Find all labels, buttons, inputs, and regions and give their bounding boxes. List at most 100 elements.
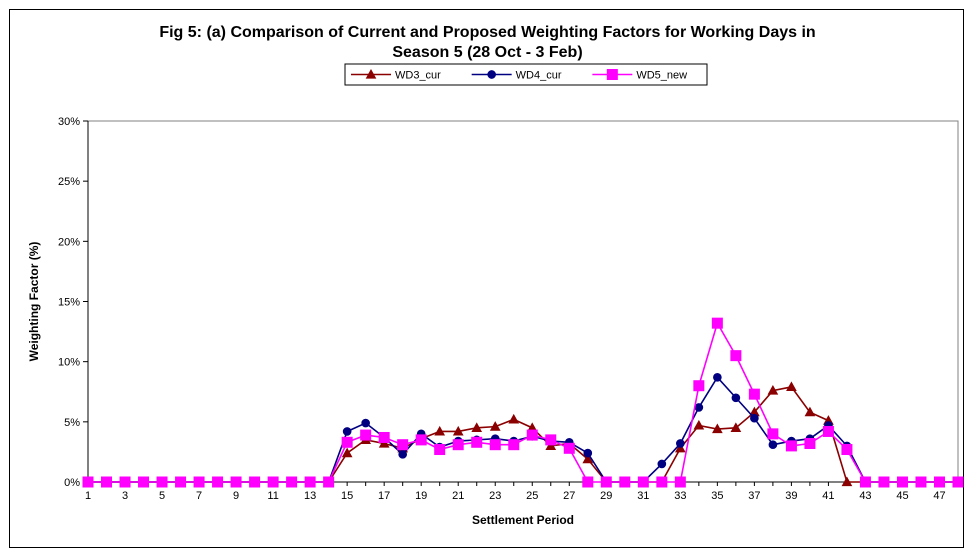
data-point-WD5_new — [600, 476, 612, 488]
x-tick-label: 25 — [526, 490, 538, 502]
data-point-WD3_cur — [841, 476, 853, 487]
data-point-WD3_cur — [693, 419, 705, 430]
legend-marker-WD3_cur — [365, 68, 377, 79]
data-point-WD5_new — [138, 476, 150, 488]
x-tick-label: 35 — [711, 490, 723, 502]
data-point-WD5_new — [656, 476, 668, 488]
chart-frame — [9, 9, 964, 548]
data-point-WD5_new — [841, 444, 853, 456]
data-point-WD5_new — [341, 436, 353, 448]
data-point-WD5_new — [286, 476, 298, 488]
data-point-WD3_cur — [712, 423, 723, 434]
x-tick-label: 9 — [233, 490, 239, 502]
y-tick-label: 20% — [58, 236, 80, 248]
series-WD5_new — [82, 317, 964, 488]
data-point-WD4_cur — [676, 439, 685, 448]
data-point-WD5_new — [915, 476, 927, 488]
y-tick-label: 5% — [64, 417, 80, 429]
data-point-WD5_new — [730, 350, 742, 362]
legend-label-WD4_cur: WD4_cur — [516, 70, 562, 82]
data-point-WD4_cur — [361, 418, 370, 428]
chart-title-line-2: Season 5 (28 Oct - 3 Feb) — [392, 44, 583, 61]
data-point-WD5_new — [452, 439, 464, 451]
data-point-WD3_cur — [434, 425, 446, 436]
data-point-WD3_cur — [730, 422, 742, 432]
x-tick-label: 45 — [896, 490, 908, 502]
data-point-WD5_new — [397, 439, 409, 451]
legend: WD3_cur WD4_cur WD5_new — [344, 63, 708, 86]
data-point-WD5_new — [952, 476, 964, 488]
data-point-WD4_cur — [583, 448, 593, 458]
data-point-WD3_cur — [786, 381, 797, 392]
data-point-WD3_cur — [804, 406, 816, 417]
data-point-WD3_cur — [508, 413, 520, 424]
data-point-WD5_new — [360, 429, 372, 441]
legend-label-WD5_new: WD5_new — [636, 70, 687, 82]
data-point-WD5_new — [471, 436, 483, 448]
data-point-WD5_new — [933, 476, 945, 488]
data-point-WD4_cur — [657, 459, 667, 469]
y-tick-label: 15% — [58, 297, 80, 309]
data-point-WD4_cur — [768, 440, 778, 450]
x-tick-label: 31 — [637, 490, 649, 502]
x-tick-label: 39 — [785, 490, 797, 502]
x-tick-label: 19 — [415, 490, 427, 502]
data-point-WD4_cur — [694, 403, 704, 412]
y-tick-label: 30% — [58, 116, 80, 128]
data-point-WD5_new — [859, 476, 871, 488]
data-point-WD5_new — [323, 476, 335, 488]
x-tick-label: 13 — [304, 490, 316, 502]
data-point-WD5_new — [119, 476, 131, 488]
data-point-WD3_cur — [471, 422, 483, 432]
data-point-WD5_new — [711, 317, 723, 329]
series-line-WD5_new — [88, 321, 958, 483]
data-point-WD4_cur — [750, 413, 759, 423]
data-point-WD5_new — [156, 476, 168, 488]
data-point-WD5_new — [637, 476, 649, 488]
x-tick-label: 5 — [159, 490, 165, 502]
data-point-WD3_cur — [341, 447, 353, 458]
data-point-WD3_cur — [545, 440, 557, 450]
data-point-WD4_cur — [398, 449, 408, 459]
data-point-WD5_new — [693, 380, 705, 392]
data-point-WD5_new — [674, 476, 686, 488]
data-point-WD5_new — [545, 434, 557, 446]
x-tick-label: 7 — [196, 490, 202, 502]
x-axis-title: Settlement Period — [472, 513, 574, 527]
data-point-WD5_new — [508, 439, 520, 451]
data-point-WD5_new — [619, 476, 631, 488]
data-point-WD3_cur — [452, 425, 464, 436]
data-point-WD5_new — [415, 434, 427, 446]
x-tick-label: 43 — [859, 490, 871, 502]
data-point-WD3_cur — [674, 442, 686, 453]
x-tick-label: 47 — [933, 490, 945, 502]
x-tick-label: 23 — [489, 490, 501, 502]
data-point-WD5_new — [822, 425, 834, 437]
data-point-WD5_new — [304, 476, 316, 488]
data-point-WD3_cur — [378, 437, 390, 448]
data-point-WD3_cur — [582, 453, 594, 464]
x-tick-label: 17 — [378, 490, 390, 502]
data-point-WD5_new — [434, 444, 446, 456]
data-point-WD5_new — [378, 431, 390, 443]
data-point-WD3_cur — [489, 421, 501, 431]
data-point-WD5_new — [582, 476, 594, 488]
x-tick-label: 1 — [85, 490, 91, 502]
data-point-WD5_new — [896, 476, 908, 488]
y-tick-label: 25% — [58, 176, 80, 188]
x-tick-label: 29 — [600, 490, 612, 502]
data-point-WD4_cur — [731, 393, 741, 403]
data-point-WD5_new — [785, 440, 797, 452]
data-point-WD3_cur — [767, 385, 779, 395]
data-point-WD5_new — [489, 439, 501, 451]
data-point-WD5_new — [249, 476, 261, 488]
legend-marker-WD5_new — [606, 69, 618, 80]
legend-label-WD3_cur: WD3_cur — [395, 70, 441, 82]
data-point-WD4_cur — [342, 427, 352, 436]
y-tick-label: 0% — [64, 477, 80, 489]
x-tick-label: 3 — [122, 490, 128, 502]
x-tick-label: 41 — [822, 490, 834, 502]
x-tick-label: 33 — [674, 490, 686, 502]
